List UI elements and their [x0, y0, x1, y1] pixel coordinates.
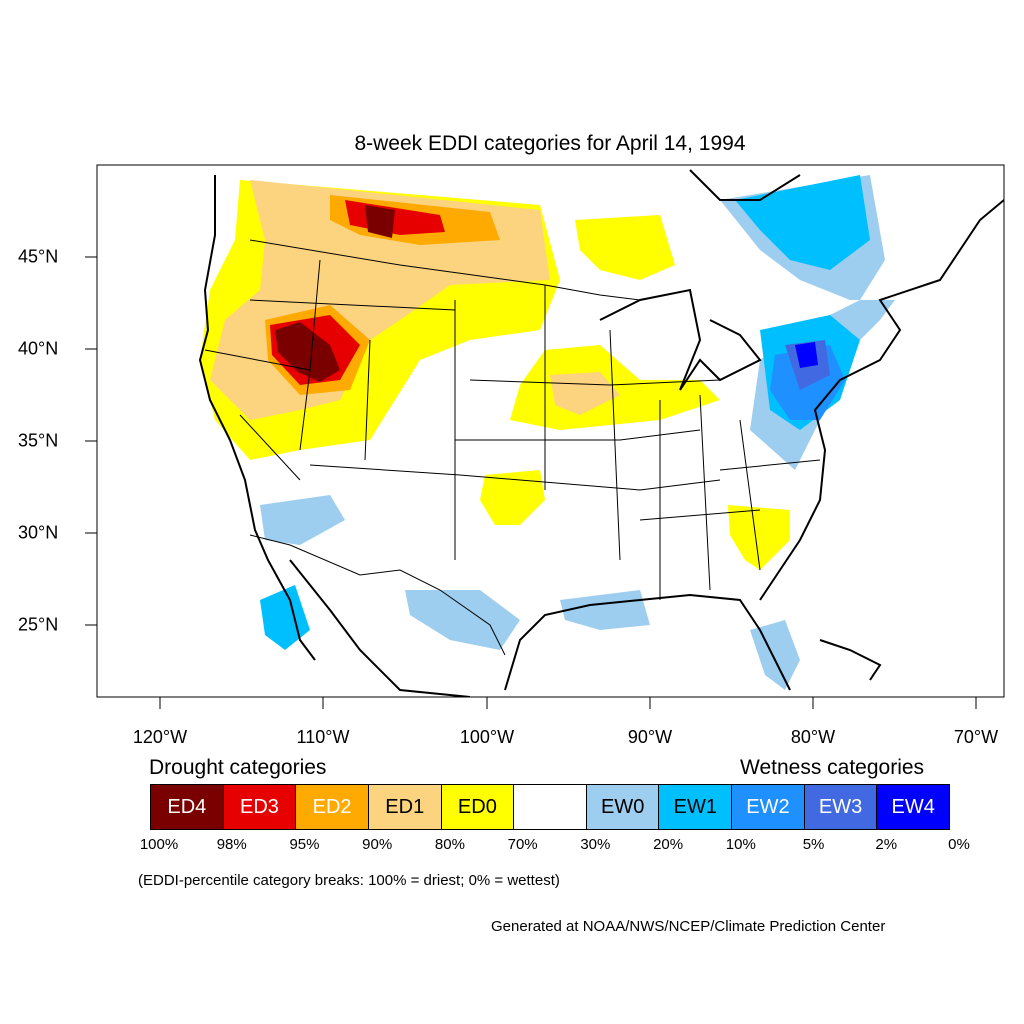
patch-ew1-california	[260, 585, 310, 650]
us-mexico-border	[249, 534, 506, 656]
category-patches	[200, 175, 895, 690]
patch-ew0-florida	[750, 620, 800, 690]
legend-break-label: 100%	[139, 836, 179, 853]
legend-box-ed2: ED2	[296, 785, 369, 829]
legend-note: (EDDI-percentile category breaks: 100% =…	[138, 872, 560, 889]
patch-ew1-north	[735, 175, 870, 270]
credit-line: Generated at NOAA/NWS/NCEP/Climate Predi…	[491, 918, 886, 935]
lat-label-35n: 35°N	[18, 430, 59, 451]
lon-label-90w: 90°W	[627, 727, 673, 747]
lon-label-110w: 110°W	[296, 727, 350, 747]
coastlines	[198, 169, 1004, 697]
hudson-coast	[689, 169, 801, 201]
us-west-coast	[198, 175, 316, 661]
east-coast	[759, 199, 1004, 601]
legend-break-label: 95%	[289, 836, 320, 853]
lat-label-45n: 45°N	[18, 246, 59, 267]
map-title: 8-week EDDI categories for April 14, 199…	[354, 132, 746, 155]
state-lines-west	[204, 259, 621, 561]
patch-ed0-plains	[480, 470, 545, 525]
legend-break-label: 98%	[216, 836, 247, 853]
patch-ed0-southeast	[728, 505, 790, 570]
map-frame	[96, 164, 1005, 698]
lat-label-30n: 30°N	[18, 522, 59, 543]
patch-ed4-west	[275, 322, 340, 382]
gulf-coast	[504, 593, 791, 691]
lon-label-100w: 100°W	[459, 727, 515, 747]
legend-box-ed0: ED0	[441, 785, 515, 829]
patch-ew0-gulf	[560, 590, 650, 630]
patch-ed0-midwest	[510, 345, 720, 430]
cuba	[819, 639, 882, 681]
legend-break-label: 70%	[507, 836, 538, 853]
legend-break-label: 10%	[725, 836, 756, 853]
patch-ed1-midwest	[550, 372, 620, 415]
legend-box-ew3: EW3	[804, 785, 878, 829]
legend-break-label: 20%	[653, 836, 684, 853]
legend-box-ew4: EW4	[877, 785, 950, 829]
legend-bar: ED4 ED3 ED2 ED1 ED0 EW0 EW1 EW2 EW3 EW4	[150, 784, 950, 830]
lon-label-80w: 80°W	[790, 727, 836, 747]
lon-label-70w: 70°W	[953, 727, 999, 747]
legend-break-label: 5%	[802, 836, 825, 853]
patch-ed4-north	[365, 205, 395, 238]
boundaries	[204, 239, 821, 656]
lat-label-25n: 25°N	[18, 614, 59, 635]
legend-break-label: 2%	[875, 836, 898, 853]
great-lakes	[599, 288, 762, 391]
legend-box-ed3: ED3	[223, 785, 297, 829]
drought-heading: Drought categories	[149, 756, 327, 779]
wetness-heading: Wetness categories	[740, 756, 925, 779]
legend-box-ew2: EW2	[732, 785, 805, 829]
legend-break-label: 30%	[580, 836, 611, 853]
legend-break-label: 90%	[362, 836, 393, 853]
legend-box-ed1: ED1	[368, 785, 442, 829]
patch-ed0-north	[575, 215, 675, 280]
mexico-coast	[289, 559, 471, 697]
lon-label-120w: 120°W	[132, 727, 188, 747]
legend-break-label: 0%	[948, 836, 970, 853]
legend-box-ew1: EW1	[659, 785, 733, 829]
legend-box-ew0: EW0	[586, 785, 660, 829]
lat-label-40n: 40°N	[18, 338, 59, 359]
state-lines-latitude	[249, 299, 761, 521]
legend-box-ed4: ED4	[151, 785, 224, 829]
eddi-map	[85, 164, 1005, 709]
legend-break-label: 80%	[434, 836, 465, 853]
state-lines-east	[659, 394, 821, 600]
patch-ew4-northeast	[795, 342, 818, 368]
patch-ew0-southwest	[260, 495, 345, 545]
legend-box-neutral	[514, 785, 587, 829]
patch-ew0-texas	[405, 590, 520, 650]
map-content	[198, 169, 1004, 697]
axis-ticks	[85, 256, 977, 709]
